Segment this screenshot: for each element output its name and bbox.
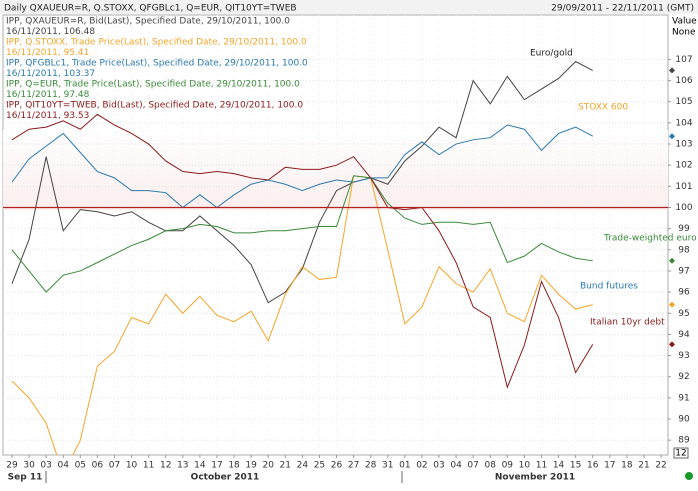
x-tick-label: 10 — [126, 461, 138, 471]
y-tick-label: 98 — [678, 245, 690, 255]
x-tick-label: 21 — [280, 461, 291, 471]
x-tick-label: 14 — [553, 461, 565, 471]
x-tick-label: 07 — [109, 461, 120, 471]
x-tick-label: 22 — [655, 461, 666, 471]
x-tick-label: 18 — [621, 461, 633, 471]
x-tick-label: 14 — [194, 461, 206, 471]
legend-text: 16/11/2011, 97.48 — [6, 90, 90, 100]
y-tick-label: 94 — [678, 330, 690, 340]
x-tick-label: 18 — [228, 461, 240, 471]
y-tick-label: 107 — [675, 55, 692, 65]
x-group-label: November 2011 — [495, 473, 575, 483]
x-tick-label: 03 — [433, 461, 444, 471]
y-tick-label: 104 — [675, 118, 692, 128]
x-tick-label: 19 — [245, 461, 257, 471]
series-label: STOXX 600 — [578, 103, 628, 113]
x-tick-label: 16 — [587, 461, 599, 471]
legend-text: 16/11/2011, 93.53 — [6, 111, 89, 121]
x-tick-label: 11 — [536, 461, 547, 471]
x-tick-label: 12 — [160, 461, 171, 471]
series-line — [11, 60, 593, 304]
legend-text: 16/11/2011, 95.41 — [6, 48, 89, 58]
x-group-label: October 2011 — [191, 473, 260, 483]
y-tick-label: 99 — [678, 224, 690, 234]
x-tick-label: 26 — [331, 461, 343, 471]
legend-text: IPP, QXAUEUR=R, Bid(Last), Specified Dat… — [6, 17, 290, 27]
y-tick-label: 96 — [678, 288, 690, 298]
x-tick-label: 31 — [382, 461, 393, 471]
y-tick-label: 100 — [675, 203, 692, 213]
page-indicator[interactable]: 12 — [675, 449, 686, 459]
x-tick-label: 01 — [399, 461, 410, 471]
x-tick-label: 10 — [519, 461, 531, 471]
y-tick-label: 91 — [678, 393, 689, 403]
x-tick-label: 15 — [570, 461, 581, 471]
series-line — [11, 113, 594, 389]
series-line — [11, 175, 593, 293]
last-value-marker — [669, 67, 675, 74]
plot-tint — [3, 130, 668, 210]
last-value-marker — [669, 301, 675, 308]
series-label: Bund futures — [580, 282, 638, 292]
x-tick-label: 13 — [177, 461, 188, 471]
date-range: 29/09/2011 - 22/11/2011 (GMT) — [551, 4, 694, 14]
x-tick-label: 27 — [348, 461, 359, 471]
x-tick-label: 09 — [502, 461, 514, 471]
x-tick-label: 03 — [40, 461, 51, 471]
y-tick-label: 97 — [678, 266, 689, 276]
y-tick-label: 106 — [675, 76, 692, 86]
y-axis-title: None — [672, 28, 696, 38]
x-tick-label: 06 — [92, 461, 104, 471]
x-tick-label: 25 — [314, 461, 325, 471]
x-group-label: Sep 11 — [8, 473, 43, 483]
x-tick-label: 04 — [450, 461, 462, 471]
x-tick-label: 17 — [604, 461, 615, 471]
legend-text: IPP, QFGBLc1, Trade Price(Last), Specifi… — [6, 59, 308, 69]
y-tick-label: 89 — [678, 436, 690, 446]
legend-text: 16/11/2011, 103.37 — [6, 69, 95, 79]
plot-area — [2, 14, 669, 456]
grid — [3, 15, 668, 455]
y-tick-label: 101 — [675, 182, 692, 192]
last-value-marker — [669, 133, 675, 140]
legend-text: IPP, Q.STOXX, Trade Price(Last), Specifi… — [6, 38, 307, 48]
x-tick-label: 30 — [23, 461, 35, 471]
x-tick-label: 17 — [211, 461, 222, 471]
x-tick-label: 24 — [297, 461, 309, 471]
page-box[interactable] — [673, 447, 689, 459]
last-value-marker — [669, 257, 675, 264]
y-tick-label: 95 — [678, 309, 689, 319]
x-tick-label: 08 — [485, 461, 497, 471]
y-tick-label: 103 — [675, 140, 692, 150]
y-tick-label: 90 — [678, 415, 690, 425]
y-tick-label: 93 — [678, 351, 689, 361]
x-tick-label: 05 — [75, 461, 86, 471]
legend-text: IPP, Q=EUR, Trade Price(Last), Specified… — [6, 80, 300, 90]
y-tick-label: 102 — [675, 161, 692, 171]
x-tick-label: 29 — [6, 461, 18, 471]
legend-text: IPP, QIT10YT=TWEB, Bid(Last), Specified … — [6, 101, 303, 111]
x-tick-label: 20 — [262, 461, 274, 471]
x-tick-label: 11 — [143, 461, 154, 471]
y-tick-label: 92 — [678, 372, 689, 382]
series-line — [11, 175, 593, 455]
series-label: Euro/gold — [530, 49, 573, 59]
series-line — [11, 124, 593, 209]
chart-title: Daily QXAUEUR=R, Q.STOXX, QFGBLc1, Q=EUR… — [4, 4, 297, 14]
x-tick-label: 02 — [416, 461, 427, 471]
legend-text: 16/11/2011, 106.48 — [6, 27, 95, 37]
status-dot — [685, 472, 693, 480]
header-bar — [0, 0, 698, 14]
x-tick-label: 07 — [467, 461, 478, 471]
series-label: Trade-weighted euro — [603, 234, 697, 244]
x-tick-label: 28 — [365, 461, 377, 471]
series-lines — [11, 60, 594, 455]
y-axis-title: Value — [672, 17, 697, 27]
y-tick-label: 105 — [675, 97, 692, 107]
x-tick-label: 21 — [638, 461, 649, 471]
x-tick-label: 04 — [58, 461, 70, 471]
series-label: Italian 10yr debt — [590, 318, 665, 328]
last-value-marker — [669, 341, 675, 348]
